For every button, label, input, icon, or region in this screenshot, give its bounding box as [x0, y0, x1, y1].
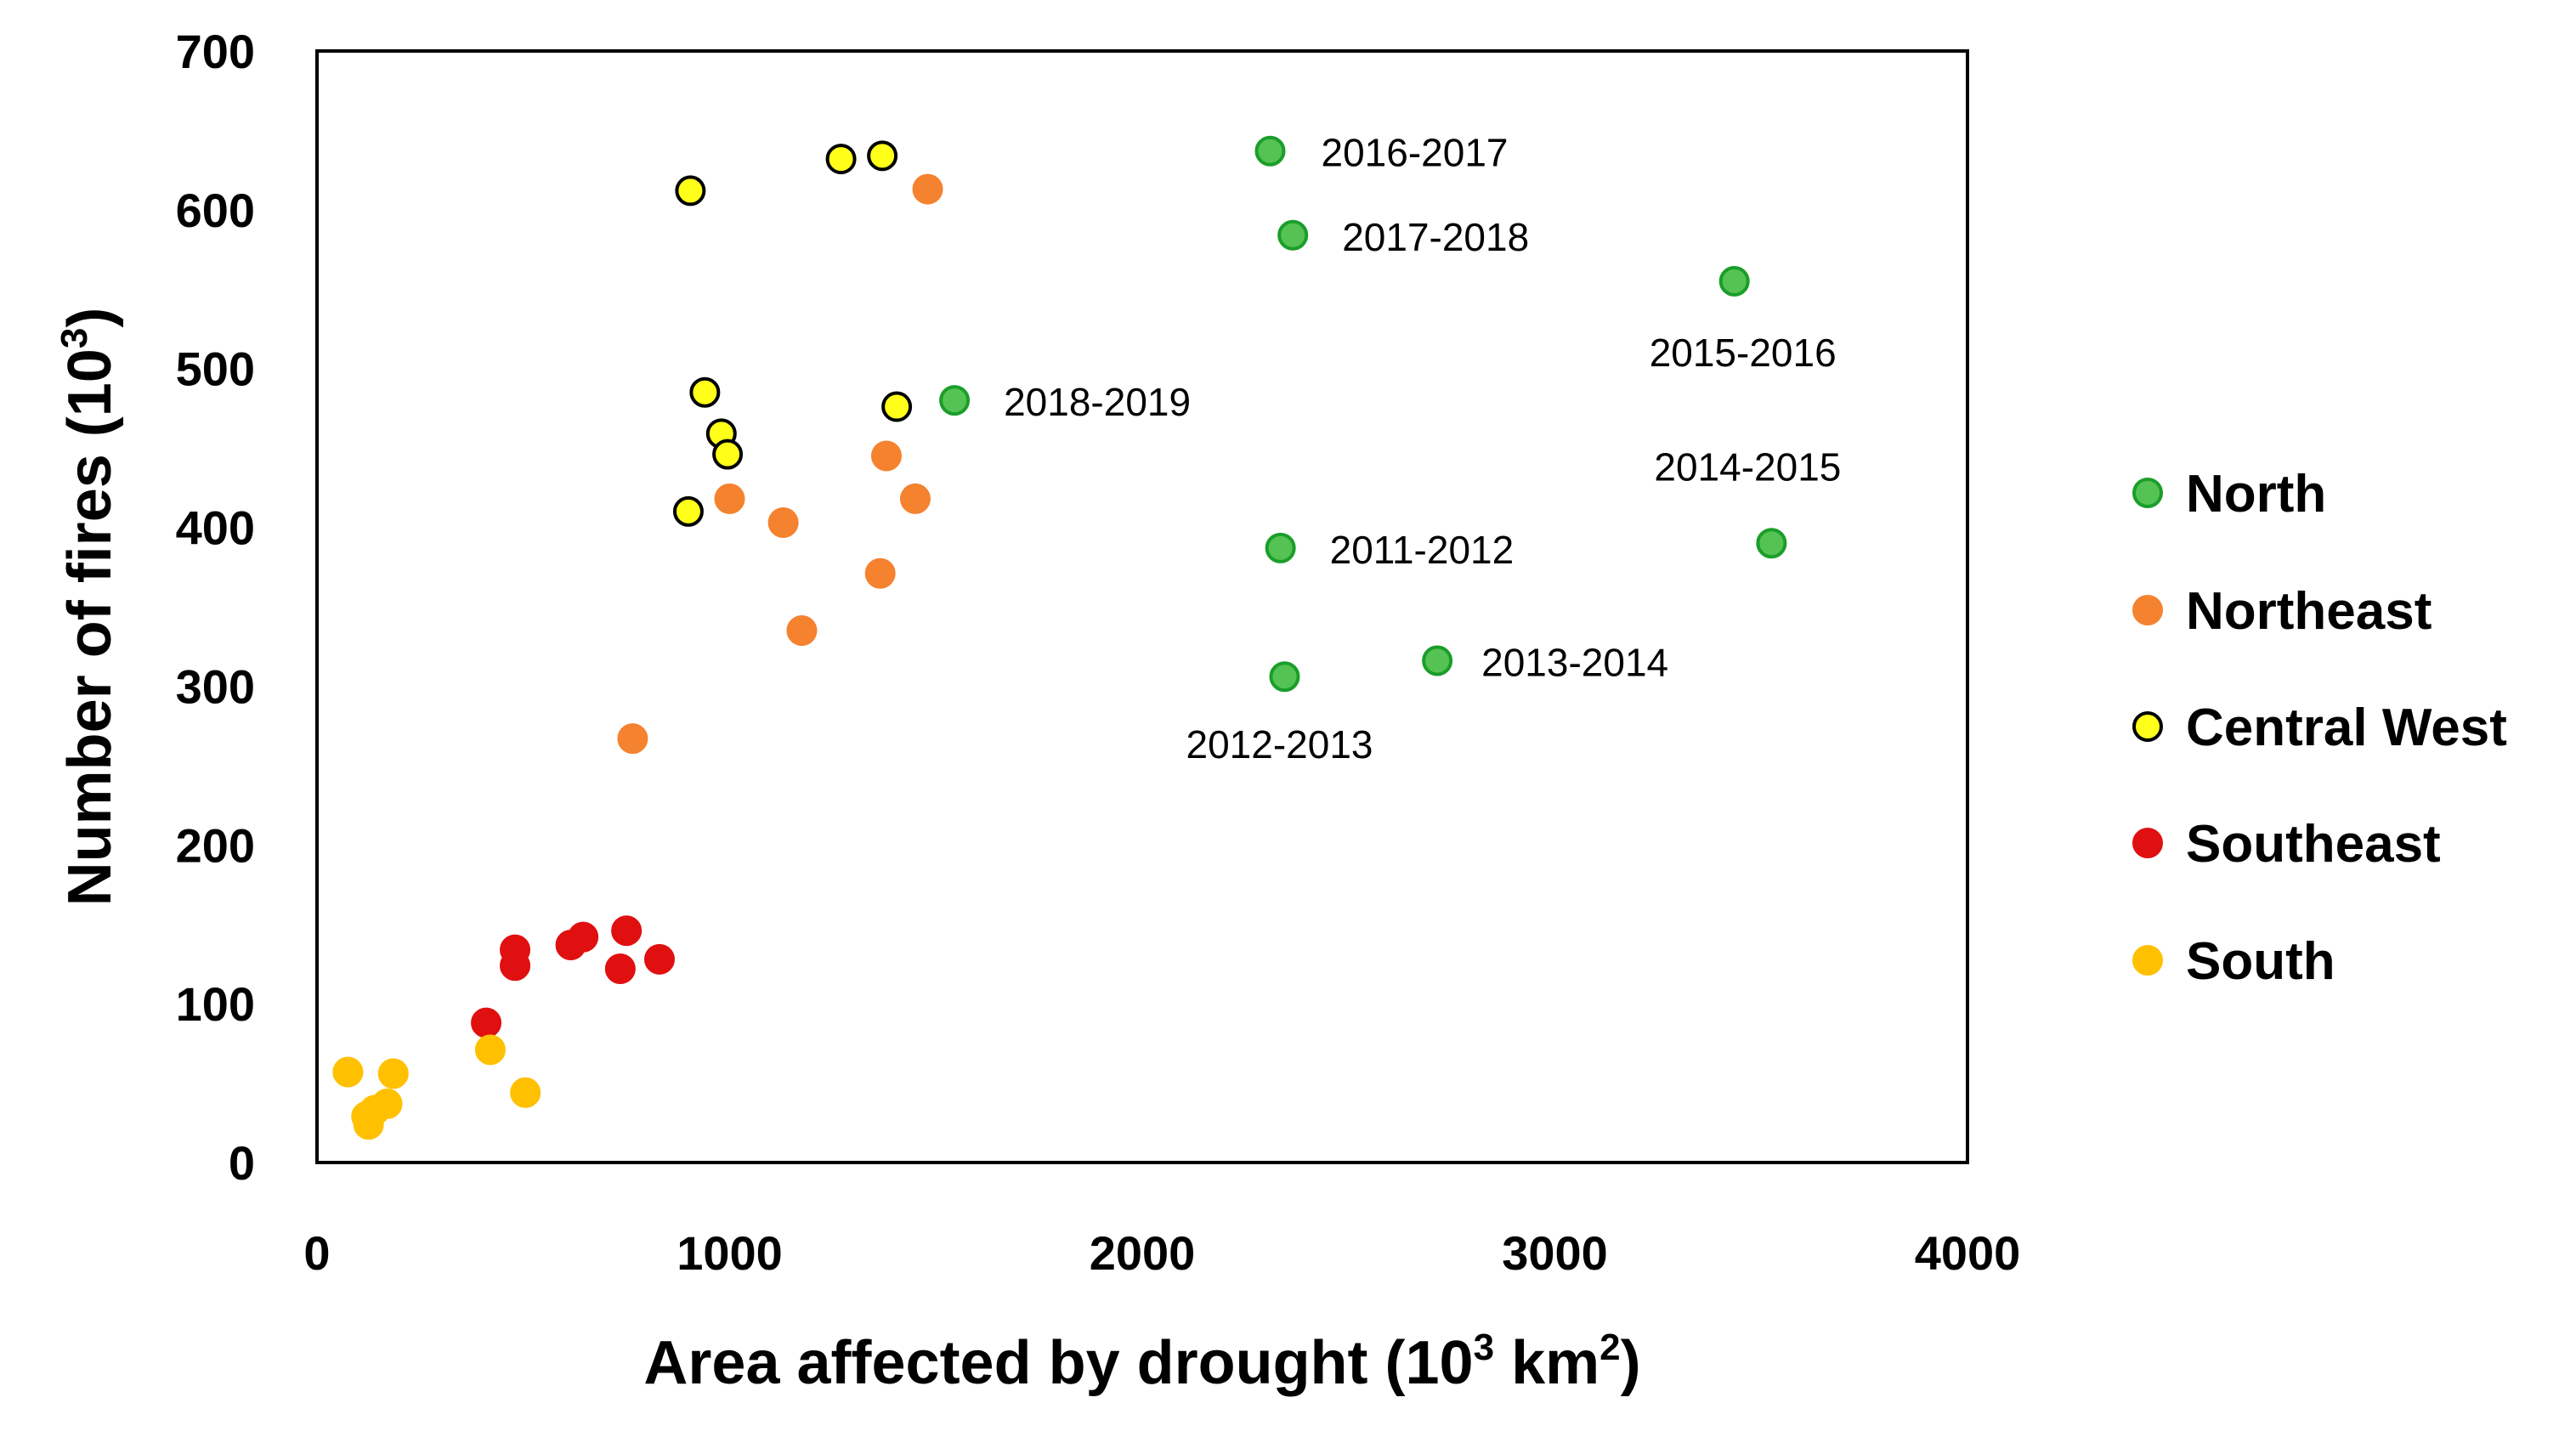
y-tick-label: 200 [176, 818, 255, 872]
southeast-point [471, 1007, 502, 1038]
southeast-point [643, 943, 675, 975]
legend-item-northeast: Northeast [2132, 582, 2432, 641]
legend-item-north: North [2132, 465, 2326, 523]
y-tick-label: 700 [176, 25, 255, 78]
central-west-point [675, 175, 706, 206]
northeast-point [767, 506, 799, 538]
legend-item-central-west: Central West [2132, 699, 2507, 757]
point-label: 2017-2018 [1342, 215, 1529, 259]
point-label: 2013-2014 [1481, 641, 1668, 685]
central-west-point [689, 376, 721, 408]
point-label: 2014-2015 [1654, 444, 1841, 489]
south-point [474, 1034, 506, 1066]
point-label: 2018-2019 [1004, 380, 1191, 424]
south-point [353, 1109, 384, 1140]
x-tick-label: 4000 [1915, 1226, 2021, 1280]
point-label: 2012-2013 [1186, 722, 1373, 767]
north-point [939, 385, 971, 416]
legend-marker [2132, 711, 2163, 742]
legend-label: Southeast [2186, 815, 2441, 874]
south-point [332, 1056, 364, 1088]
northeast-point [870, 440, 902, 472]
central-west-point [825, 144, 857, 175]
x-tick-label: 3000 [1502, 1226, 1608, 1280]
point-annotations: 2016-2017 2017-2018 2015-2016 2018-2019 2014… [1004, 131, 1841, 767]
y-tick-label: 600 [176, 184, 255, 237]
northeast-point [617, 723, 648, 755]
x-tick-labels: 0 1000 2000 3000 4000 [303, 1226, 2020, 1280]
north-point [1269, 661, 1300, 693]
legend-marker [2132, 595, 2163, 625]
plot-area [315, 49, 1969, 1164]
y-tick-labels: 0 100 200 300 400 500 600 700 [176, 25, 255, 1190]
x-axis-title: Area affected by drought (103 km2) [643, 1327, 1640, 1397]
north-point [1254, 135, 1286, 167]
legend-marker [2132, 828, 2163, 858]
y-tick-label: 300 [176, 659, 255, 713]
point-label: 2011-2012 [1330, 528, 1514, 572]
north-point [1265, 532, 1296, 563]
central-west-point [672, 495, 704, 527]
north-point [1718, 265, 1750, 297]
north-point [1756, 528, 1787, 559]
central-west-point [712, 438, 744, 470]
legend-item-southeast: Southeast [2132, 815, 2441, 874]
south-point [377, 1058, 409, 1089]
y-tick-label: 0 [229, 1136, 255, 1190]
y-tick-label: 100 [176, 977, 255, 1031]
data-points [332, 135, 1787, 1140]
legend: North Northeast Central West Southeast South [2132, 465, 2507, 991]
point-label: 2015-2016 [1650, 331, 1837, 375]
north-point [1422, 645, 1453, 676]
north-point [1277, 219, 1309, 251]
central-west-point [867, 140, 898, 172]
legend-label: North [2186, 465, 2326, 523]
northeast-point [714, 483, 745, 514]
northeast-point [899, 483, 931, 514]
central-west-point [881, 391, 913, 422]
northeast-point [912, 173, 943, 205]
legend-marker [2132, 478, 2163, 508]
northeast-point [864, 557, 896, 589]
south-point [510, 1077, 541, 1108]
legend-label: South [2186, 932, 2335, 991]
southeast-point [604, 953, 636, 985]
southeast-point [611, 915, 643, 947]
x-tick-label: 0 [303, 1226, 330, 1280]
y-tick-label: 400 [176, 501, 255, 555]
legend-label: Central West [2186, 699, 2507, 757]
legend-item-south: South [2132, 932, 2335, 991]
y-tick-label: 500 [176, 342, 255, 396]
legend-marker [2132, 945, 2163, 976]
x-tick-label: 1000 [677, 1226, 783, 1280]
y-axis-title: Number of fires (103) [54, 308, 124, 907]
legend-label: Northeast [2186, 582, 2432, 641]
northeast-point [786, 615, 818, 647]
southeast-point [500, 950, 531, 982]
southeast-point [568, 921, 599, 953]
point-label: 2016-2017 [1322, 131, 1509, 175]
x-tick-label: 2000 [1090, 1226, 1196, 1280]
